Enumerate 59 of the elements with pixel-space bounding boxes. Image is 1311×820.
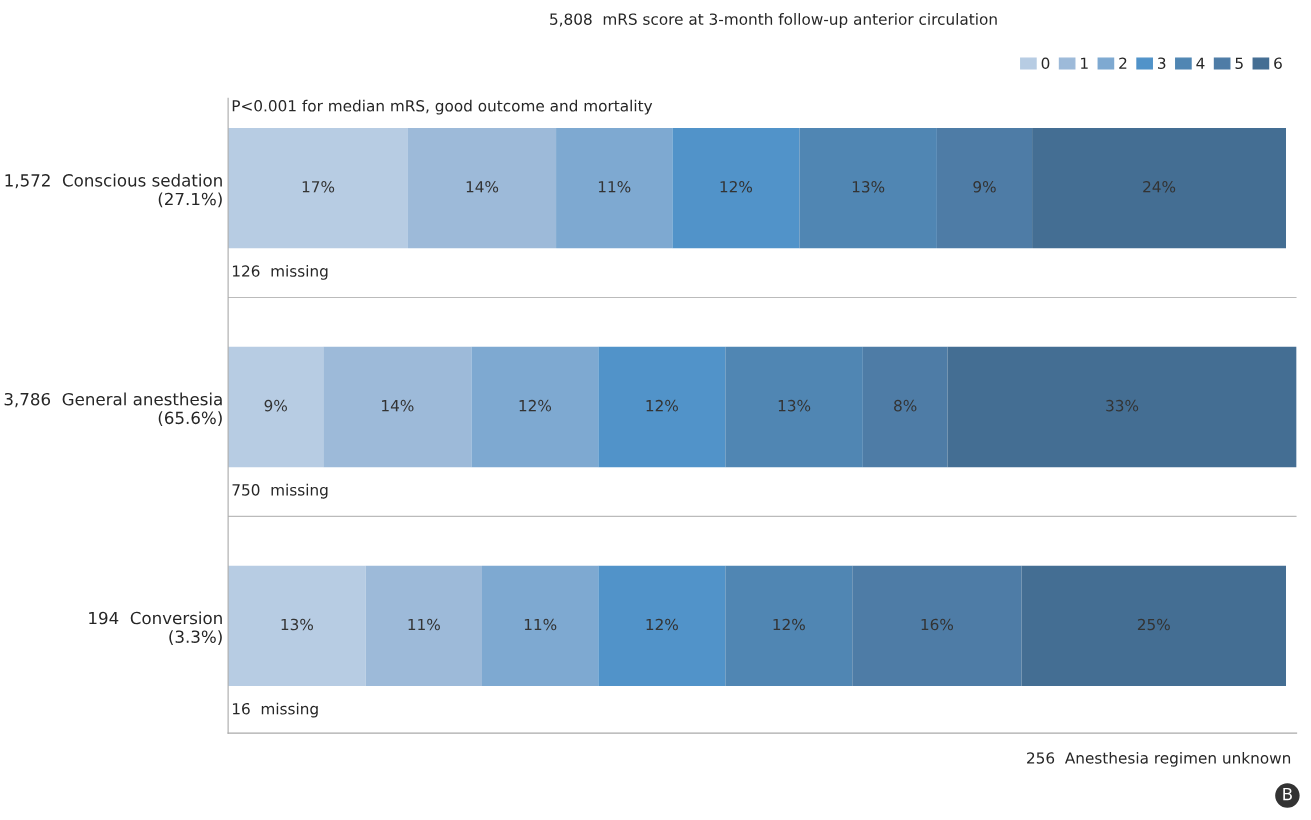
text: 256 Anesthesia regimen unknown xyxy=(1027,751,1291,767)
annotation: 750 missing xyxy=(232,483,328,499)
annotation: 126 missing xyxy=(232,265,328,280)
bar xyxy=(672,127,800,249)
data-label: 13% xyxy=(281,618,314,631)
legend-label: 5 xyxy=(1235,57,1243,69)
bar xyxy=(323,346,472,468)
bar xyxy=(471,346,599,468)
data-label: 11% xyxy=(408,618,440,631)
annotation: P<0.001 for median mRS, good outcome and mortality xyxy=(232,99,653,115)
bar xyxy=(228,346,324,468)
y-tick-label: 3,786 General anesthesia (65.6%) xyxy=(4,392,222,427)
data-label: 12% xyxy=(773,618,805,631)
legend-label: 4 xyxy=(1196,57,1205,69)
data-label: 12% xyxy=(646,618,678,631)
bar xyxy=(947,346,1297,468)
legend-label: 6 xyxy=(1274,57,1282,69)
text: B xyxy=(1283,787,1292,801)
bar xyxy=(1021,565,1286,687)
bar xyxy=(852,565,1022,687)
data-label: 9% xyxy=(973,181,996,193)
data-label: 9% xyxy=(264,399,287,412)
y-tick-label: 194 Conversion (3.3%) xyxy=(89,611,222,645)
legend-label: 2 xyxy=(1119,57,1127,69)
bar xyxy=(862,346,948,468)
bar xyxy=(1032,127,1286,249)
data-label: 13% xyxy=(778,399,811,412)
data-label: 12% xyxy=(519,399,552,412)
y-tick-label: 1,572 Conscious sedation (27.1%) xyxy=(5,173,222,208)
data-label: 14% xyxy=(466,181,499,193)
data-label: 11% xyxy=(524,618,557,631)
bar xyxy=(799,127,937,249)
data-label: 14% xyxy=(382,399,414,412)
bar xyxy=(482,565,599,687)
data-label: 25% xyxy=(1137,618,1170,631)
data-label: 8% xyxy=(894,399,917,412)
bar xyxy=(556,127,673,249)
legend-label: 1 xyxy=(1081,57,1088,69)
data-label: 33% xyxy=(1106,399,1139,412)
legend-label: 0 xyxy=(1041,57,1050,69)
data-label: 12% xyxy=(646,399,678,412)
chart-title: 5,808 mRS score at 3-month follow-up anterior circulation xyxy=(550,13,997,28)
legend-label: 3 xyxy=(1158,57,1166,69)
bar xyxy=(725,346,863,468)
data-label: 11% xyxy=(598,181,631,193)
bar xyxy=(228,127,408,249)
data-label: 24% xyxy=(1143,181,1176,193)
data-label: 13% xyxy=(852,181,885,193)
bar xyxy=(725,565,853,687)
bar xyxy=(228,565,366,687)
annotation: 16 missing xyxy=(232,702,318,718)
bar xyxy=(365,565,483,687)
bar xyxy=(936,127,1033,249)
data-label: 12% xyxy=(720,181,753,193)
bar xyxy=(598,565,726,687)
bar xyxy=(598,346,726,468)
bar xyxy=(407,127,557,249)
data-label: 17% xyxy=(302,181,335,193)
data-label: 16% xyxy=(921,618,954,631)
